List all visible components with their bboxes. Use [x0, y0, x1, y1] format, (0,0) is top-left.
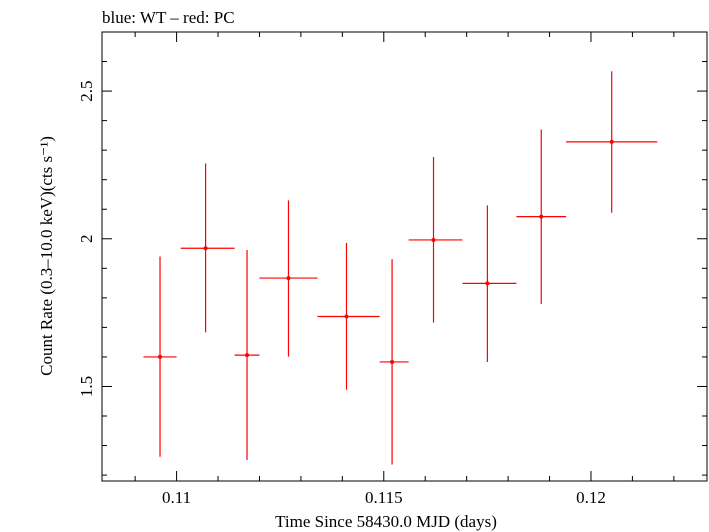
data-point	[462, 205, 517, 362]
point-marker	[390, 359, 395, 364]
data-point	[259, 200, 318, 357]
point-marker	[539, 214, 544, 219]
x-tick-label: 0.115	[365, 488, 403, 507]
y-tick-label: 2	[77, 235, 96, 244]
data-point	[408, 156, 463, 323]
data-point	[143, 256, 177, 457]
chart-title: blue: WT – red: PC	[102, 8, 235, 27]
data-point	[234, 250, 260, 461]
data-series-pc	[143, 71, 658, 465]
data-point	[516, 129, 567, 305]
x-axis: 0.11 0.115 0.12	[134, 32, 675, 507]
y-tick-label: 2.5	[77, 80, 96, 101]
y-axis-label: Count Rate (0.3–10.0 keV)(cts s⁻¹)	[37, 136, 56, 376]
data-point	[379, 259, 409, 465]
point-marker	[344, 314, 349, 319]
point-marker	[286, 276, 291, 281]
x-axis-label: Time Since 58430.0 MJD (days)	[275, 512, 497, 531]
plot-frame	[101, 31, 708, 482]
point-marker	[203, 246, 208, 251]
point-marker	[158, 354, 163, 359]
y-tick-label: 1.5	[77, 376, 96, 397]
x-tick-label: 0.11	[162, 488, 191, 507]
data-point	[566, 71, 658, 213]
point-marker	[245, 353, 250, 358]
point-marker	[609, 139, 614, 144]
point-marker	[485, 281, 490, 286]
x-tick-label: 0.12	[576, 488, 606, 507]
y-axis: 1.5 2 2.5	[77, 61, 707, 476]
point-marker	[431, 237, 436, 242]
data-point	[317, 242, 380, 390]
data-point	[180, 163, 235, 333]
